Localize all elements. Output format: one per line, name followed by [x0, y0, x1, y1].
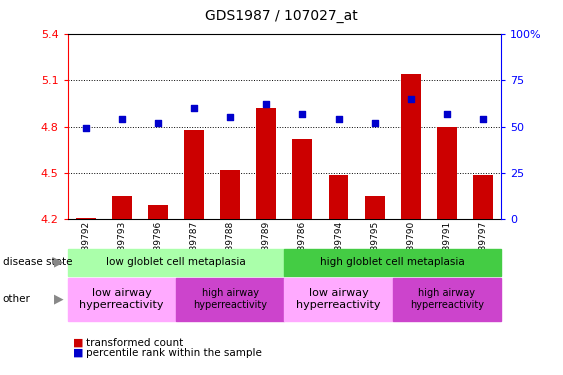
Bar [256, 108, 276, 219]
Bar [473, 174, 493, 219]
Point [334, 116, 343, 122]
Point [153, 120, 162, 126]
Point [443, 111, 452, 117]
Bar [292, 139, 312, 219]
Text: high airway
hyperreactivity: high airway hyperreactivity [193, 288, 267, 310]
Bar [437, 127, 457, 219]
Bar [148, 206, 168, 219]
Text: ■: ■ [73, 348, 84, 357]
Point [262, 101, 271, 107]
Text: low airway
hyperreactivity: low airway hyperreactivity [79, 288, 164, 310]
Text: low airway
hyperreactivity: low airway hyperreactivity [296, 288, 381, 310]
Text: ▶: ▶ [53, 256, 63, 268]
Bar [401, 74, 421, 219]
Bar [112, 196, 132, 219]
Point [406, 96, 415, 102]
Bar [75, 218, 96, 219]
Point [370, 120, 379, 126]
Point [479, 116, 488, 122]
Point [117, 116, 126, 122]
Point [226, 114, 235, 120]
Text: high globlet cell metaplasia: high globlet cell metaplasia [320, 257, 465, 267]
Text: ■: ■ [73, 338, 84, 348]
Point [298, 111, 307, 117]
Point [81, 125, 90, 131]
Text: GDS1987 / 107027_at: GDS1987 / 107027_at [205, 9, 358, 23]
Text: other: other [3, 294, 31, 304]
Text: low globlet cell metaplasia: low globlet cell metaplasia [106, 257, 246, 267]
Point [190, 105, 199, 111]
Text: percentile rank within the sample: percentile rank within the sample [86, 348, 261, 357]
Bar [184, 130, 204, 219]
Bar [365, 196, 385, 219]
Bar [220, 170, 240, 219]
Text: high airway
hyperreactivity: high airway hyperreactivity [410, 288, 484, 310]
Text: disease state: disease state [3, 257, 72, 267]
Text: ▶: ▶ [53, 292, 63, 306]
Text: transformed count: transformed count [86, 338, 183, 348]
Bar [329, 174, 348, 219]
